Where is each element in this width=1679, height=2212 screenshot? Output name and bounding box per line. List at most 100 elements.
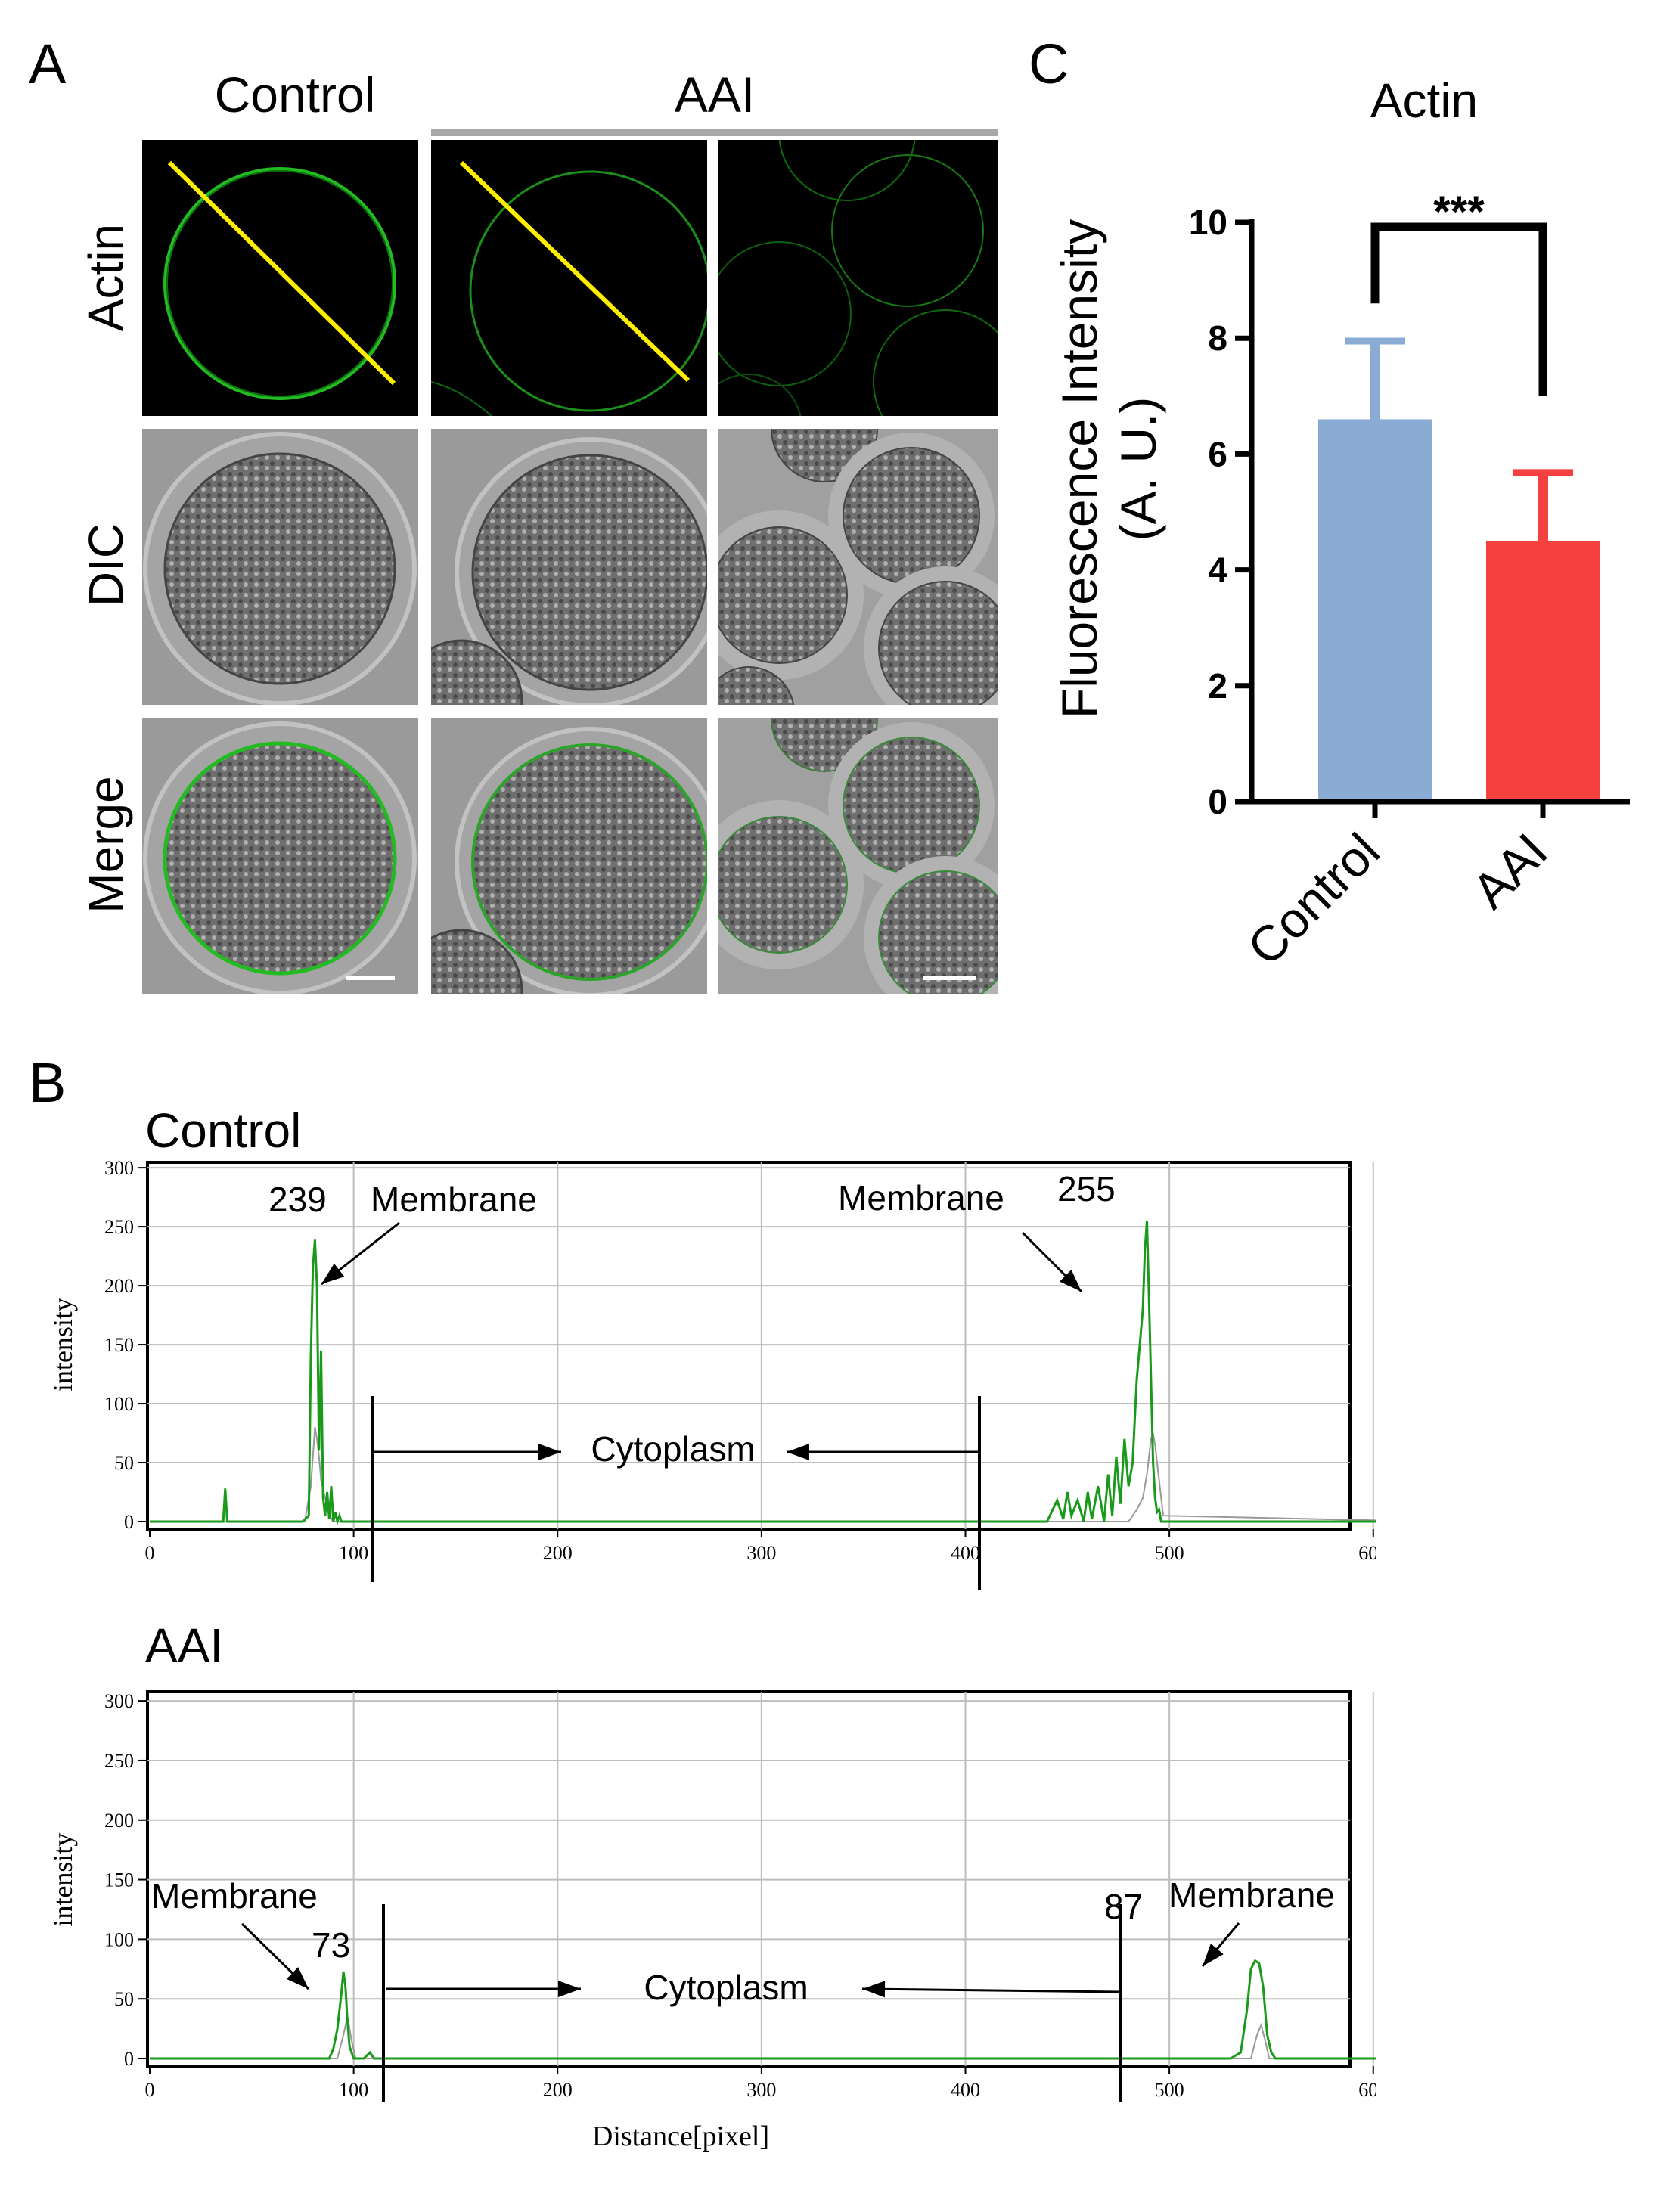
y-tick-label: 0 [1208, 782, 1227, 821]
y-tick-label: 10 [1189, 203, 1227, 242]
column-header-aai: AAI [674, 67, 756, 123]
micrograph-actin-aai-1 [431, 140, 707, 416]
arrow-head [558, 1981, 581, 1997]
x-tick-label: 400 [951, 1542, 980, 1564]
arrow-head [1203, 1943, 1224, 1966]
y-tick-label: 2 [1208, 666, 1227, 706]
cytoplasm-arrow-left [386, 1981, 581, 1997]
membrane-arrow-right [1021, 1231, 1083, 1293]
micrograph-dic-control [142, 429, 418, 705]
row-label-actin: Actin [79, 223, 133, 332]
y-tick-label: 6 [1208, 434, 1227, 473]
chart-title: Actin [1370, 73, 1478, 128]
micrograph-actin-control [142, 140, 418, 416]
x-tick-label: 200 [543, 1542, 573, 1564]
column-header-control: Control [214, 67, 376, 123]
x-tick-label: 600 [1358, 2079, 1376, 2101]
line-scan-control: Control 0 100 200 300 400 500 600 0 50 100 150 200 25… [48, 1103, 1376, 1590]
panel-c-letter: C [1029, 33, 1069, 95]
x-tick-label: 300 [746, 2079, 776, 2101]
x-tick-label: 0 [145, 2079, 155, 2101]
bar-chart-actin: Actin Fluorescence Intensity (A. U.) 0 2 4 6 8 1… [1051, 73, 1630, 976]
panel-a-letter: A [29, 33, 67, 95]
y-axis-label: intensity [48, 1298, 78, 1391]
y-tick-label: 0 [124, 2048, 134, 2070]
scale-bar [346, 976, 395, 980]
intensity-trace [150, 1959, 1376, 2060]
peak-value-label: 87 [1104, 1887, 1143, 1926]
y-tick-label: 300 [104, 1157, 134, 1179]
line-scan-marker [459, 160, 691, 383]
micrograph-merge-aai-2 [718, 718, 998, 994]
y-tick-label: 0 [124, 1511, 134, 1533]
cytoplasm-arrow-right [787, 1444, 979, 1460]
arrow-head [321, 1263, 345, 1284]
arrow-head [787, 1444, 809, 1460]
y-tick-label: 300 [104, 1690, 134, 1712]
scale-bar [923, 976, 976, 980]
membrane-arrow-left [241, 1922, 310, 1990]
cytoplasm-arrow-right [861, 1981, 1122, 1998]
y-tick-label: 250 [104, 1216, 134, 1238]
x-tick-label: 300 [746, 1542, 776, 1564]
line-scan-marker [167, 160, 396, 386]
y-tick-label: 200 [104, 1810, 134, 1832]
x-tick-label: 400 [951, 2079, 980, 2101]
membrane-label-right: Membrane [838, 1178, 1004, 1218]
y-tick-label: 4 [1208, 551, 1227, 590]
y-tick-label: 150 [104, 1869, 134, 1891]
micrograph-actin-aai-2 [718, 140, 998, 416]
micrograph-dic-aai-2 [718, 429, 998, 705]
x-tick-label: 100 [339, 1542, 368, 1564]
aai-group-bar [431, 129, 998, 136]
y-axis-label-line: Fluorescence Intensity [1051, 219, 1107, 718]
row-label-dic: DIC [79, 523, 133, 607]
intensity-trace [150, 1221, 1376, 1526]
membrane-label-left: Membrane [151, 1876, 318, 1916]
y-tick-label: 150 [104, 1334, 134, 1356]
x-tick-label: 200 [543, 2079, 573, 2101]
arrow-head [1060, 1270, 1082, 1292]
x-tick-label: 500 [1155, 1542, 1184, 1564]
panel-b-letter: B [29, 1051, 67, 1114]
micrograph-dic-aai-1 [431, 429, 707, 705]
scan-title: Control [145, 1103, 301, 1158]
y-axis-label: intensity [48, 1833, 78, 1927]
x-tick-label: 600 [1358, 1542, 1376, 1564]
x-tick-label: 500 [1155, 2079, 1184, 2101]
line-scan-aai: AAI 0 100 200 300 400 500 600 0 50 100 150 200 250 300… [48, 1618, 1376, 2152]
peak-value-label: 239 [268, 1180, 327, 1219]
significance-stars: *** [1433, 188, 1485, 237]
arrow-head [538, 1444, 561, 1460]
x-tick-label-control: Control [1237, 823, 1390, 976]
y-axis-label: Fluorescence Intensity (A. U.) [1051, 219, 1166, 718]
y-tick-label: 50 [114, 1988, 134, 2010]
y-tick-label: 50 [114, 1452, 134, 1474]
membrane-label-left: Membrane [371, 1180, 537, 1219]
y-tick-label: 250 [104, 1750, 134, 1772]
y-tick-label: 100 [104, 1393, 134, 1415]
micrograph-merge-aai-1 [431, 718, 707, 994]
arrow-head [862, 1981, 886, 1998]
significance-bracket [1370, 222, 1547, 396]
y-tick-label: 8 [1208, 318, 1227, 358]
x-tick-label: 0 [145, 1542, 155, 1564]
arrow-shaft [861, 1987, 1122, 1993]
plot-frame [146, 1690, 1352, 2068]
cytoplasm-arrow-left [374, 1444, 561, 1460]
arrow-head [286, 1967, 309, 1989]
cytoplasm-label: Cytoplasm [644, 1968, 808, 2007]
membrane-arrow-right [1201, 1922, 1240, 1967]
y-tick-label: 200 [104, 1275, 134, 1297]
membrane-arrow-left [321, 1221, 400, 1286]
y-tick-label: 100 [104, 1928, 134, 1950]
micrograph-merge-control [142, 718, 418, 994]
cytoplasm-label: Cytoplasm [591, 1429, 755, 1469]
x-tick-label-aai: AAI [1461, 823, 1558, 920]
x-tick-label: 100 [339, 2079, 368, 2101]
bar-control [1318, 419, 1432, 802]
intensity-trace-gray [150, 1427, 1376, 1522]
peak-value-label: 255 [1057, 1169, 1116, 1208]
bar-aai [1486, 541, 1600, 802]
